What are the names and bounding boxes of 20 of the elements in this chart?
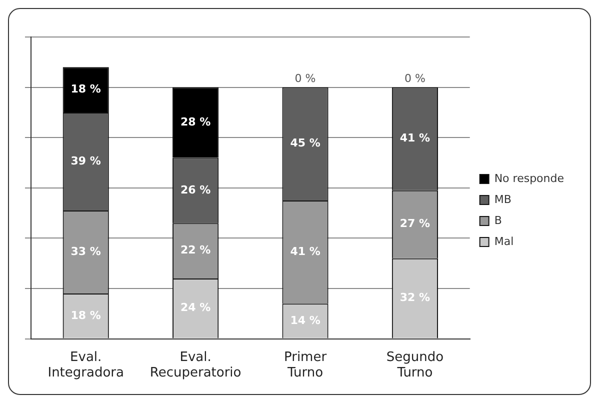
legend-label: Mal [494, 234, 514, 248]
data-label: 41 % [400, 132, 430, 145]
data-label: 0 % [404, 72, 426, 86]
legend-label: B [494, 214, 502, 227]
x-tick-label: Segundo Turno [386, 350, 444, 381]
data-label: 39 % [70, 154, 101, 168]
x-tick-label: Eval. Recuperatorio [150, 350, 242, 381]
data-label: 0 % [294, 72, 316, 86]
data-label: 28 % [180, 115, 211, 128]
data-label: 33 % [70, 244, 101, 258]
data-label: 45 % [290, 136, 320, 150]
data-label: 18 % [70, 82, 101, 96]
data-label: 26 % [180, 183, 211, 196]
legend-label: MB [494, 192, 512, 206]
data-label: 27 % [400, 217, 430, 230]
data-label: 22 % [180, 244, 211, 257]
x-tick-label: Primer Turno [284, 350, 328, 381]
data-label: 41 % [290, 244, 320, 258]
legend-label: No responde [494, 172, 564, 185]
x-tick-label: Eval. Integradora [48, 350, 124, 381]
